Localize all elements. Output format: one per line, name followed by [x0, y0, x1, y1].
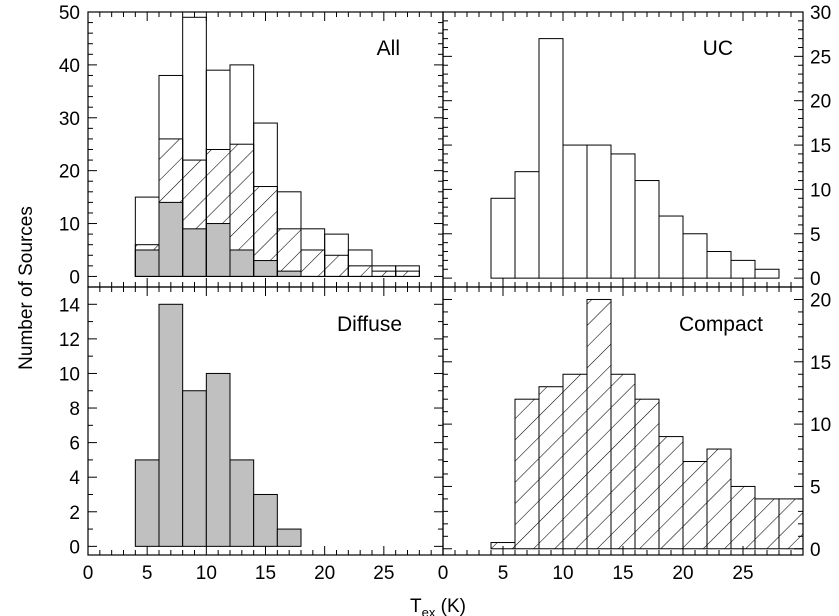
x-axis-label: Tex (K)	[410, 596, 466, 616]
x-tick-label: 15	[612, 563, 633, 584]
y-tick-label: 10	[810, 180, 831, 201]
y-tick-label: 40	[59, 56, 80, 77]
bar-filled	[205, 223, 231, 277]
panel-label: All	[377, 37, 400, 60]
panel-diffuse: 0 2 4 6 8 10 12 14 0 5 10 15 20 25 Diffuse	[59, 286, 444, 584]
y-tick-label: 30	[59, 109, 80, 130]
y-tick-label: 0	[69, 267, 80, 288]
bar-outline	[562, 144, 588, 279]
bar-hatched	[395, 270, 420, 277]
bar-filled	[182, 390, 207, 547]
x-tick-label: 20	[672, 563, 693, 584]
x-axis-label-unit: (K)	[435, 596, 466, 616]
y-tick-label: 0	[810, 269, 821, 290]
x-tick-label: 20	[314, 563, 335, 584]
x-tick-label: 10	[196, 563, 217, 584]
y-tick-label: 14	[59, 295, 81, 316]
bar-filled	[182, 228, 207, 277]
x-tick-label: 0	[83, 563, 94, 584]
bar-hatched	[300, 249, 326, 277]
bar-outline	[395, 265, 420, 277]
bar-outline	[538, 38, 564, 279]
x-tick-label: 25	[373, 563, 394, 584]
y-tick-label: 5	[810, 477, 821, 498]
y-tick-label: 0	[69, 537, 80, 558]
x-axis-label-subscript: ex	[422, 605, 436, 616]
y-tick-label: 12	[59, 330, 80, 351]
y-tick-label: 5	[810, 225, 821, 246]
panel-all: 0 10 20 30 40 50 All	[59, 3, 444, 288]
panel-label: Diffuse	[337, 313, 402, 336]
bar-filled	[253, 260, 278, 277]
bar-outline	[586, 144, 612, 279]
bar-hatched	[754, 498, 780, 550]
bar-filled	[276, 528, 302, 547]
y-tick-label: 25	[810, 47, 831, 68]
bar-outline	[634, 180, 660, 279]
bar-hatched	[371, 270, 397, 277]
bar-filled	[134, 249, 160, 277]
panel-frame	[442, 11, 804, 288]
bar-hatched	[562, 373, 588, 550]
y-tick-label: 50	[59, 3, 80, 24]
x-tick-label: 10	[552, 563, 573, 584]
bar-outline	[682, 233, 708, 279]
bar-filled	[229, 249, 255, 277]
bar-outline	[347, 249, 373, 277]
y-tick-label: 10	[810, 415, 831, 436]
bar-hatched	[634, 398, 660, 550]
panel-uc: 0 5 10 15 20 25 30 UC	[442, 3, 831, 290]
y-tick-label: 20	[810, 290, 831, 311]
bar-filled	[276, 270, 302, 277]
bar-hatched	[730, 485, 756, 550]
bar-filled	[158, 303, 184, 547]
y-tick-label: 4	[69, 468, 80, 489]
bar-hatched	[706, 448, 732, 550]
panel-label: Compact	[679, 313, 763, 336]
x-tick-label: 5	[498, 563, 509, 584]
y-tick-label: 20	[810, 92, 831, 113]
bar-outline	[730, 259, 756, 279]
y-tick-label: 2	[69, 503, 80, 524]
panel-compact: 0 5 10 15 20 0 5 10 15 20 25 Compact	[438, 286, 831, 584]
bar-hatched	[658, 436, 684, 550]
panel-label: UC	[703, 37, 733, 60]
y-tick-label: 20	[59, 162, 80, 183]
bar-outline	[706, 251, 732, 279]
x-axis-label-main: T	[410, 596, 422, 616]
bar-outline	[658, 215, 684, 279]
x-tick-label: 5	[142, 563, 153, 584]
bar-hatched	[586, 298, 612, 550]
bar-hatched	[276, 228, 302, 277]
y-tick-label: 30	[810, 3, 831, 24]
bar-hatched	[347, 265, 373, 277]
y-tick-label: 10	[59, 364, 80, 385]
bar-filled	[158, 201, 184, 277]
y-tick-label: 15	[810, 136, 831, 157]
bar-filled	[253, 493, 278, 547]
bar-filled	[229, 459, 255, 547]
bar-hatched	[514, 398, 540, 550]
bar-outline	[514, 171, 540, 279]
x-tick-label: 25	[732, 563, 753, 584]
bar-hatched	[538, 386, 564, 550]
y-tick-label: 0	[810, 540, 821, 561]
bar-hatched	[324, 254, 349, 277]
bar-outline	[754, 268, 780, 279]
x-tick-label: 15	[255, 563, 276, 584]
y-tick-label: 6	[69, 434, 80, 455]
x-tick-label: 0	[438, 563, 449, 584]
bar-hatched	[682, 461, 708, 550]
bar-filled	[134, 459, 160, 547]
bar-outline	[610, 153, 636, 279]
y-tick-label: 8	[69, 399, 80, 420]
bar-outline	[490, 197, 516, 279]
bar-filled	[205, 372, 231, 547]
y-tick-label: 15	[810, 353, 831, 374]
bar-hatched	[610, 373, 636, 550]
y-tick-label: 10	[59, 215, 80, 236]
bar-hatched	[778, 498, 804, 550]
y-axis-label: Number of Sources	[16, 206, 37, 370]
